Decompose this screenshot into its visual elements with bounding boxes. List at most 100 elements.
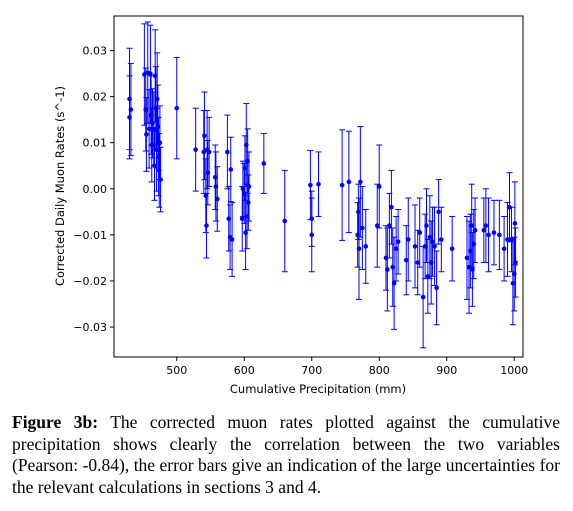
data-marker — [481, 227, 487, 233]
data-point — [416, 197, 423, 268]
data-marker — [464, 255, 470, 261]
data-marker — [246, 200, 251, 205]
data-marker — [144, 132, 149, 137]
data-point — [212, 151, 219, 222]
data-point — [424, 238, 431, 314]
data-point — [229, 202, 236, 277]
data-marker — [469, 223, 475, 228]
data-point — [359, 186, 366, 270]
data-marker — [214, 196, 220, 202]
data-point — [203, 192, 210, 259]
data-point — [423, 188, 430, 264]
figure-caption-text: The corrected muon rates plotted against… — [12, 412, 560, 497]
data-point — [227, 136, 234, 203]
data-point — [388, 169, 395, 245]
data-point — [201, 91, 208, 181]
data-point — [308, 190, 315, 247]
data-marker — [157, 140, 163, 146]
data-point — [472, 197, 479, 264]
data-marker — [403, 257, 409, 263]
data-point — [151, 130, 158, 201]
data-point — [242, 195, 249, 270]
data-marker — [483, 223, 489, 228]
data-point — [386, 192, 393, 259]
data-point — [355, 197, 362, 300]
data-marker — [436, 209, 441, 215]
data-marker — [389, 204, 394, 210]
data-marker — [491, 230, 497, 235]
y-tick-label: 0.03 — [83, 45, 108, 58]
data-marker — [417, 230, 423, 235]
data-marker — [420, 294, 426, 300]
data-marker — [425, 274, 431, 279]
data-marker — [391, 280, 397, 286]
data-marker — [206, 149, 212, 155]
data-marker — [486, 232, 491, 238]
data-marker — [376, 184, 382, 189]
data-point — [508, 206, 515, 273]
data-marker — [261, 161, 267, 166]
data-point — [315, 151, 322, 217]
y-tick-label: −0.01 — [73, 229, 107, 242]
data-point — [192, 107, 199, 192]
y-axis-ticks: −0.03 −0.02 −0.01 0.00 0.01 0.02 0.03 — [73, 45, 114, 334]
data-marker — [505, 237, 510, 242]
data-point — [389, 227, 396, 307]
data-point — [512, 227, 519, 298]
y-tick-label: −0.03 — [73, 321, 107, 334]
data-marker — [434, 285, 439, 291]
x-tick-label: 600 — [234, 364, 255, 377]
data-point — [431, 206, 438, 287]
data-point — [147, 24, 154, 123]
data-marker — [229, 237, 235, 242]
data-point — [433, 250, 440, 326]
data-marker — [174, 105, 180, 111]
data-marker — [204, 223, 209, 228]
data-point — [511, 181, 518, 266]
data-marker — [385, 267, 390, 272]
data-marker — [228, 167, 234, 172]
figure-caption-label: Figure 3b: — [12, 412, 99, 432]
data-point — [127, 62, 134, 157]
data-point — [214, 166, 221, 232]
data-point — [239, 186, 246, 252]
y-tick-label: 0.00 — [83, 183, 108, 196]
data-marker — [346, 179, 352, 185]
data-marker — [432, 244, 437, 249]
data-marker — [358, 179, 363, 185]
data-marker — [316, 181, 321, 187]
data-point — [126, 75, 133, 160]
data-marker — [239, 216, 245, 222]
data-marker — [356, 246, 362, 252]
data-point — [485, 197, 492, 273]
data-point — [463, 215, 470, 300]
data-marker — [513, 260, 518, 265]
data-marker — [202, 133, 207, 139]
plot-frame — [113, 15, 524, 358]
data-marker — [405, 237, 411, 242]
data-marker — [449, 246, 455, 252]
data-marker — [415, 260, 421, 265]
data-point — [281, 169, 288, 273]
data-point — [339, 129, 346, 241]
data-point — [405, 197, 412, 282]
data-point — [143, 97, 150, 172]
scatter-chart: 500 600 700 800 900 1000 −0.03 −0.02 −0.01 0.00 0… — [53, 15, 528, 396]
data-point — [511, 236, 518, 312]
data-point — [245, 151, 252, 222]
x-tick-label: 700 — [301, 364, 322, 377]
data-point — [362, 209, 369, 284]
data-marker — [128, 107, 134, 112]
data-point — [435, 179, 442, 245]
data-marker — [363, 244, 369, 249]
data-marker — [439, 237, 444, 242]
data-marker — [360, 225, 365, 231]
data-marker — [395, 239, 401, 245]
data-point — [345, 130, 352, 234]
x-tick-label: 800 — [369, 364, 390, 377]
x-tick-label: 900 — [436, 364, 457, 377]
data-marker — [308, 182, 313, 188]
data-point — [206, 116, 213, 187]
y-tick-label: −0.02 — [73, 275, 107, 288]
data-marker — [509, 237, 514, 242]
